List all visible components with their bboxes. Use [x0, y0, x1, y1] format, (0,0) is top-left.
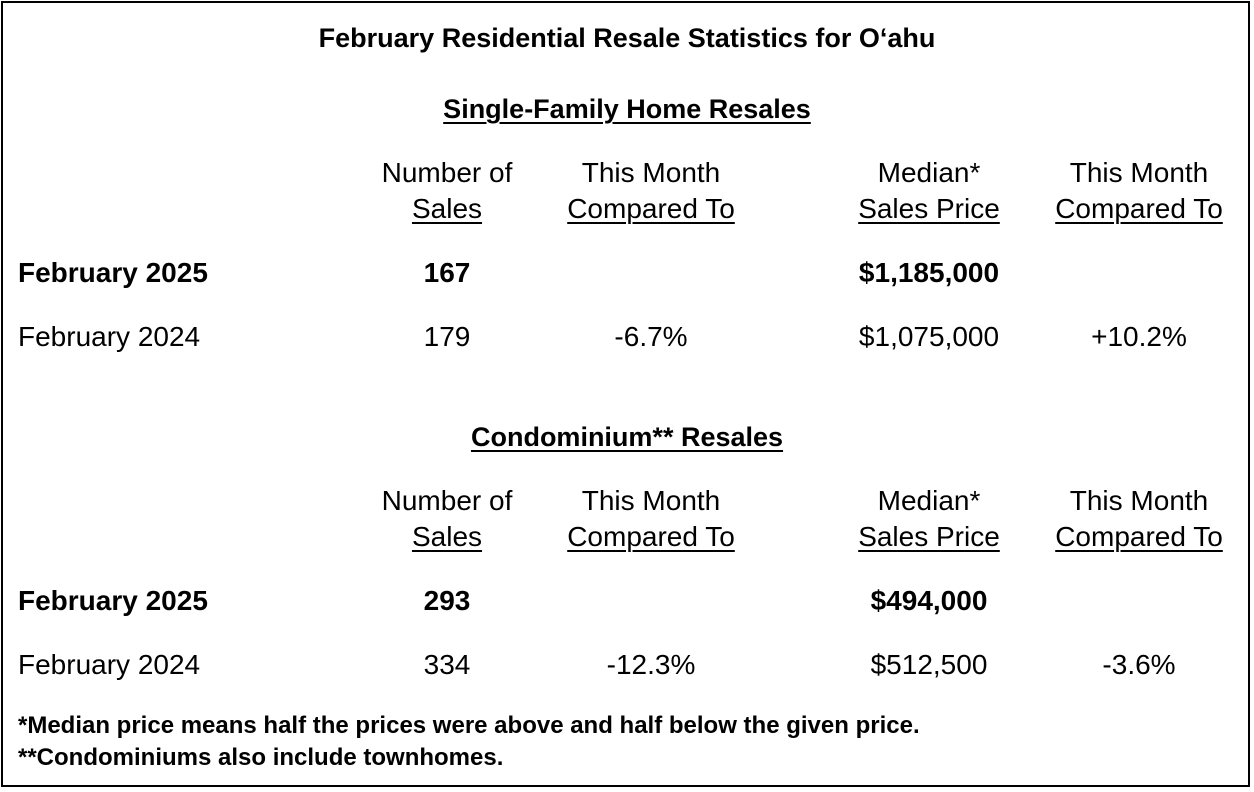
row-price-change: +10.2% — [1091, 321, 1187, 352]
header-price-line2: Sales Price — [858, 521, 1000, 552]
row-price: $494,000 — [870, 585, 988, 616]
row-sales: 334 — [423, 649, 471, 680]
header-price-line2: Sales Price — [858, 193, 1000, 224]
row-label: February 2024 — [18, 321, 201, 352]
header-price-compare-line2: Compared To — [1055, 193, 1223, 224]
row-price: $1,075,000 — [858, 321, 1000, 352]
row-label: February 2024 — [18, 649, 201, 680]
header-price-line1: Median* — [877, 485, 981, 516]
header-price-line1: Median* — [877, 157, 981, 188]
header-sales-line2: Sales — [411, 521, 483, 552]
page-title: February Residential Resale Statistics f… — [318, 23, 936, 53]
header-sales-line1: Number of — [381, 485, 513, 516]
row-price: $1,185,000 — [858, 257, 1000, 288]
row-sales-change: -6.7% — [614, 321, 688, 352]
header-price-compare-line1: This Month — [1069, 157, 1209, 188]
header-sales-line2: Sales — [411, 193, 483, 224]
header-sales-compare-line1: This Month — [581, 157, 721, 188]
header-price-compare-line2: Compared To — [1055, 521, 1223, 552]
section-heading-single-family: Single-Family Home Resales — [443, 94, 811, 124]
section-heading-condominium: Condominium** Resales — [470, 422, 784, 452]
header-price-compare-line1: This Month — [1069, 485, 1209, 516]
footnote-median: *Median price means half the prices were… — [18, 712, 920, 739]
row-sales-change: -12.3% — [606, 649, 696, 680]
row-sales: 293 — [423, 585, 471, 616]
header-sales-compare-line2: Compared To — [567, 521, 735, 552]
row-price-change: -3.6% — [1102, 649, 1176, 680]
header-sales-line1: Number of — [381, 157, 513, 188]
row-label: February 2025 — [18, 257, 208, 288]
header-sales-compare-line2: Compared To — [567, 193, 735, 224]
footnote-condominium: **Condominiums also include townhomes. — [18, 744, 504, 771]
row-sales: 167 — [423, 257, 471, 288]
row-label: February 2025 — [18, 585, 208, 616]
row-sales: 179 — [423, 321, 471, 352]
row-price: $512,500 — [870, 649, 988, 680]
header-sales-compare-line1: This Month — [581, 485, 721, 516]
